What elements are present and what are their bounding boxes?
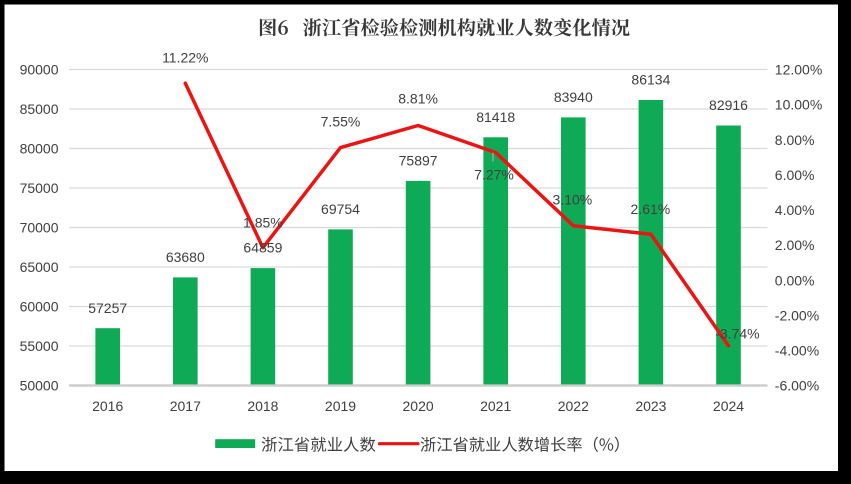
svg-text:2022: 2022 [558, 398, 589, 414]
svg-text:2018: 2018 [247, 398, 278, 414]
svg-text:-3.74%: -3.74% [715, 326, 759, 342]
svg-text:-6.00%: -6.00% [775, 378, 819, 394]
svg-text:63680: 63680 [166, 249, 205, 265]
svg-text:8.81%: 8.81% [398, 91, 438, 107]
svg-text:69754: 69754 [321, 201, 360, 217]
svg-text:75000: 75000 [20, 180, 59, 196]
svg-text:2023: 2023 [635, 398, 666, 414]
svg-text:2024: 2024 [713, 398, 744, 414]
svg-text:81418: 81418 [476, 109, 515, 125]
svg-text:2.00%: 2.00% [775, 237, 815, 253]
svg-text:50000: 50000 [20, 378, 59, 394]
svg-text:82916: 82916 [709, 97, 748, 113]
svg-text:4.00%: 4.00% [775, 202, 815, 218]
svg-text:65000: 65000 [20, 259, 59, 275]
svg-text:2017: 2017 [170, 398, 201, 414]
svg-text:75897: 75897 [399, 153, 438, 169]
svg-text:86134: 86134 [631, 72, 670, 88]
svg-text:10.00%: 10.00% [775, 97, 822, 113]
svg-text:85000: 85000 [20, 101, 59, 117]
svg-text:2021: 2021 [480, 398, 511, 414]
svg-text:6.00%: 6.00% [775, 167, 815, 183]
svg-text:2016: 2016 [92, 398, 123, 414]
svg-text:7.55%: 7.55% [321, 114, 361, 130]
svg-text:-4.00%: -4.00% [775, 343, 819, 359]
svg-text:-2.00%: -2.00% [775, 307, 819, 323]
svg-text:2.61%: 2.61% [631, 201, 671, 217]
svg-text:7.27%: 7.27% [474, 167, 514, 183]
svg-text:2019: 2019 [325, 398, 356, 414]
svg-text:8.00%: 8.00% [775, 132, 815, 148]
svg-text:57257: 57257 [88, 300, 127, 316]
svg-text:80000: 80000 [20, 141, 59, 157]
svg-text:3.10%: 3.10% [553, 192, 593, 208]
svg-text:1.85%: 1.85% [243, 215, 283, 231]
svg-text:83940: 83940 [554, 89, 593, 105]
svg-text:70000: 70000 [20, 220, 59, 236]
svg-text:60000: 60000 [20, 299, 59, 315]
svg-text:0.00%: 0.00% [775, 272, 815, 288]
svg-text:90000: 90000 [20, 62, 59, 78]
svg-text:11.22%: 11.22% [162, 49, 208, 65]
svg-text:64859: 64859 [243, 240, 282, 256]
svg-text:2020: 2020 [403, 398, 434, 414]
svg-text:12.00%: 12.00% [775, 62, 822, 78]
svg-text:55000: 55000 [20, 338, 59, 354]
